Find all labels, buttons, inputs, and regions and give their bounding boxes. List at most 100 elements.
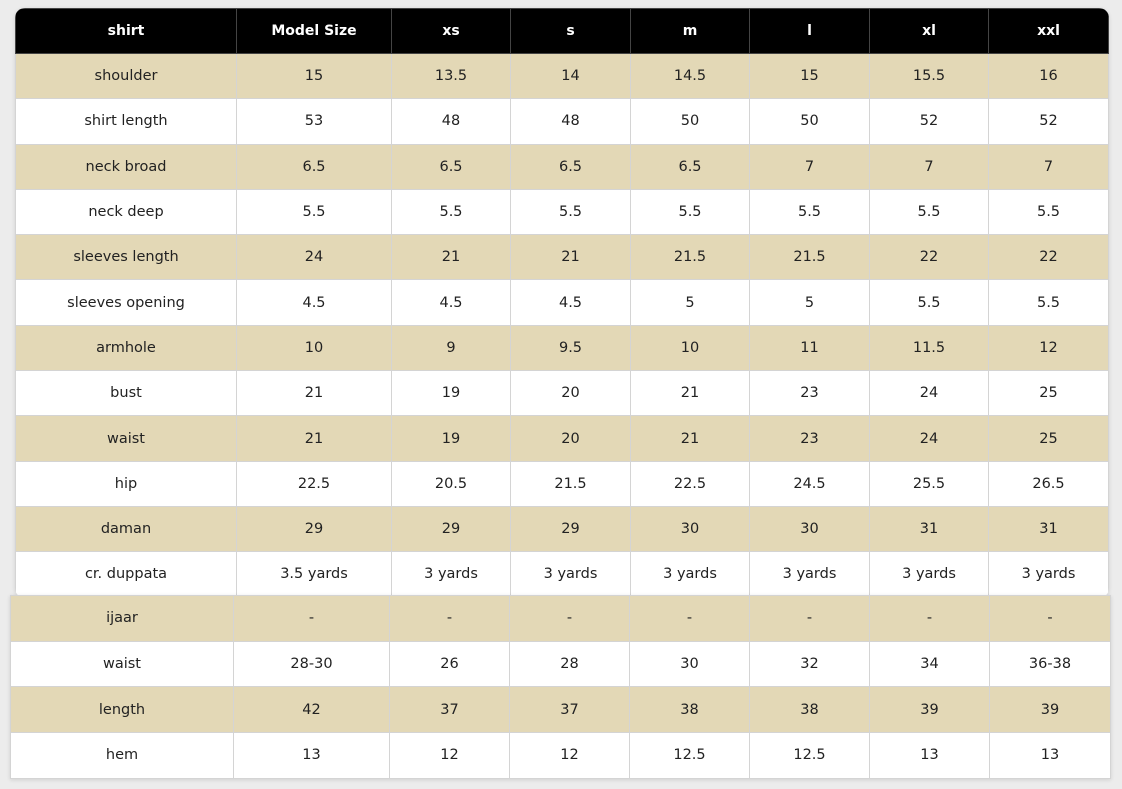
- table-cell: 14: [510, 52, 631, 100]
- table-cell: 4.5: [510, 279, 631, 326]
- header-row: shirt Model Size xs s m l xl xxl: [15, 8, 1109, 54]
- table-cell: 5.5: [391, 188, 511, 236]
- table-cell: 6.5: [236, 143, 392, 190]
- row-label: neck broad: [15, 143, 237, 190]
- column-header: xs: [391, 8, 511, 54]
- table-cell: 22: [869, 234, 989, 281]
- table-cell: 21: [236, 370, 392, 417]
- table-cell: -: [233, 595, 390, 642]
- column-header: l: [749, 8, 870, 54]
- table-cell: -: [989, 595, 1111, 642]
- column-header: xxl: [988, 8, 1109, 54]
- table-row: ijaar - - - - - - -: [10, 595, 1111, 642]
- column-header: xl: [869, 8, 989, 54]
- table-cell: 3.5 yards: [236, 551, 392, 598]
- table-cell: 5.5: [630, 188, 750, 236]
- table-cell: 25: [988, 370, 1109, 417]
- table-cell: 13: [989, 732, 1111, 779]
- shirt-size-table: shirt Model Size xs s m l xl xxl shoulder 15 13.5…: [15, 8, 1109, 598]
- table-cell: 28-30: [233, 640, 390, 688]
- row-label: sleeves opening: [15, 279, 237, 326]
- table-cell: 5: [630, 279, 750, 326]
- table-row: length 42 37 37 38 38 39 39: [10, 686, 1111, 734]
- table-cell: 48: [510, 98, 631, 145]
- table-row: neck broad 6.5 6.5 6.5 6.5 7 7 7: [15, 143, 1109, 190]
- ijaar-size-table: ijaar - - - - - - - waist 28-30 26 28 30 32 34 36-38 len…: [10, 595, 1111, 779]
- table-cell: 31: [869, 505, 989, 553]
- table-cell: 24: [869, 370, 989, 417]
- table-cell: 21: [510, 234, 631, 281]
- table-row: armhole 10 9 9.5 10 11 11.5 12: [15, 324, 1109, 372]
- table-cell: 21: [236, 415, 392, 462]
- table-cell: 29: [510, 505, 631, 553]
- table-row: hip 22.5 20.5 21.5 22.5 24.5 25.5 26.5: [15, 460, 1109, 507]
- row-label: neck deep: [15, 188, 237, 236]
- table-cell: 14.5: [630, 52, 750, 100]
- table-cell: 12.5: [629, 732, 750, 779]
- column-header: shirt: [15, 8, 237, 54]
- table-cell: 50: [749, 98, 870, 145]
- table-cell: 13: [233, 732, 390, 779]
- table-cell: 10: [630, 324, 750, 372]
- column-header: m: [630, 8, 750, 54]
- table-cell: 11.5: [869, 324, 989, 372]
- table-cell: 5.5: [510, 188, 631, 236]
- table-cell: 4.5: [236, 279, 392, 326]
- table-cell: 13.5: [391, 52, 511, 100]
- table-cell: 25: [988, 415, 1109, 462]
- table-cell: 7: [869, 143, 989, 190]
- table-cell: 5.5: [869, 188, 989, 236]
- row-label: hem: [10, 732, 234, 779]
- table-cell: 20: [510, 415, 631, 462]
- table-cell: 22.5: [236, 460, 392, 507]
- table-cell: 19: [391, 370, 511, 417]
- row-label: sleeves length: [15, 234, 237, 281]
- table-cell: -: [509, 595, 630, 642]
- table-cell: 26.5: [988, 460, 1109, 507]
- table-cell: 39: [989, 686, 1111, 734]
- table-cell: 32: [749, 640, 870, 688]
- table-cell: 12: [509, 732, 630, 779]
- table-cell: 12.5: [749, 732, 870, 779]
- table-cell: 28: [509, 640, 630, 688]
- table-cell: 9: [391, 324, 511, 372]
- table-cell: 3 yards: [510, 551, 631, 598]
- table-cell: 5.5: [749, 188, 870, 236]
- table-cell: 6.5: [391, 143, 511, 190]
- table-cell: 7: [749, 143, 870, 190]
- table-row: sleeves length 24 21 21 21.5 21.5 22 22: [15, 234, 1109, 281]
- table-cell: 48: [391, 98, 511, 145]
- table-cell: 37: [389, 686, 510, 734]
- table-cell: 30: [630, 505, 750, 553]
- table-row: waist 21 19 20 21 23 24 25: [15, 415, 1109, 462]
- table-cell: 50: [630, 98, 750, 145]
- row-label: cr. duppata: [15, 551, 237, 598]
- row-label: bust: [15, 370, 237, 417]
- table-cell: 3 yards: [630, 551, 750, 598]
- table-cell: 26: [389, 640, 510, 688]
- table-cell: -: [869, 595, 990, 642]
- table-cell: 5: [749, 279, 870, 326]
- table-cell: 39: [869, 686, 990, 734]
- row-label: length: [10, 686, 234, 734]
- row-label: waist: [10, 640, 234, 688]
- table-cell: 6.5: [510, 143, 631, 190]
- table-cell: -: [629, 595, 750, 642]
- table-cell: 21: [391, 234, 511, 281]
- table-cell: 15: [236, 52, 392, 100]
- table-cell: 21: [630, 415, 750, 462]
- table-cell: -: [749, 595, 870, 642]
- table-cell: 25.5: [869, 460, 989, 507]
- table-cell: 6.5: [630, 143, 750, 190]
- row-label: waist: [15, 415, 237, 462]
- table-cell: 42: [233, 686, 390, 734]
- table-cell: 21: [630, 370, 750, 417]
- row-label: armhole: [15, 324, 237, 372]
- table-cell: 37: [509, 686, 630, 734]
- table-cell: 21.5: [510, 460, 631, 507]
- table-cell: 5.5: [869, 279, 989, 326]
- table-row: neck deep 5.5 5.5 5.5 5.5 5.5 5.5 5.5: [15, 188, 1109, 236]
- table-cell: 3 yards: [988, 551, 1109, 598]
- table-row: bust 21 19 20 21 23 24 25: [15, 370, 1109, 417]
- table-cell: 5.5: [988, 188, 1109, 236]
